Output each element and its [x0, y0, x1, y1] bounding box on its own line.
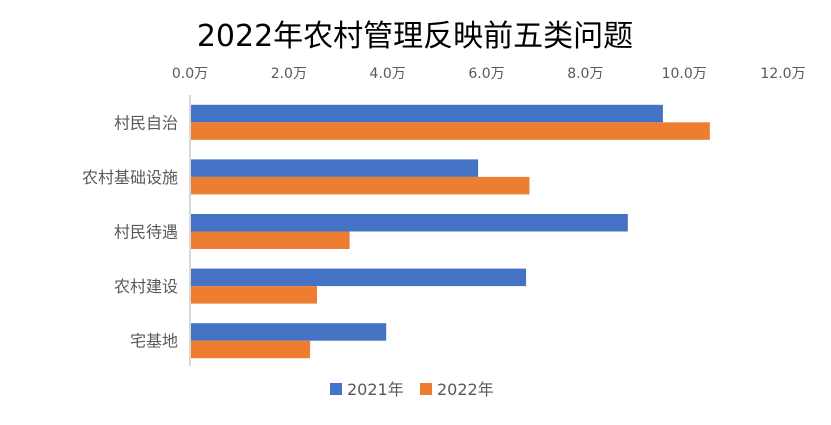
bar-2022 [191, 286, 318, 304]
x-tick-label: 0.0万 [172, 66, 208, 82]
x-tick-label: 10.0万 [662, 66, 707, 82]
legend-label: 2022年 [437, 380, 494, 399]
x-tick-label: 2.0万 [271, 66, 307, 82]
category-label: 村民待遇 [114, 223, 178, 242]
category-label: 农村基础设施 [82, 168, 178, 187]
x-tick-label: 6.0万 [468, 66, 504, 82]
legend-swatch [420, 383, 432, 395]
bar-2021 [191, 268, 527, 287]
bar-2021 [191, 104, 663, 123]
legend-label: 2021年 [347, 380, 404, 399]
bar-2021 [191, 159, 479, 177]
bar-2022 [191, 340, 311, 359]
x-tick-label: 8.0万 [567, 66, 603, 82]
bar-2022 [191, 176, 530, 195]
bar-2021 [191, 323, 387, 341]
category-label: 宅基地 [130, 332, 178, 351]
chart-title: 2022年农村管理反映前五类问题 [197, 19, 633, 54]
x-tick-label: 12.0万 [760, 66, 805, 82]
category-label: 村民自治 [114, 113, 178, 132]
bar-2022 [191, 122, 710, 140]
category-label: 农村建设 [114, 277, 178, 296]
bar-2022 [191, 231, 350, 249]
x-tick-label: 4.0万 [370, 66, 406, 82]
bar-2021 [191, 214, 628, 232]
legend-swatch [330, 383, 342, 395]
